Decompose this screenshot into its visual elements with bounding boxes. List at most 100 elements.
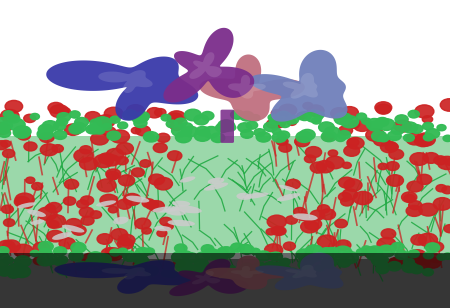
Circle shape: [386, 162, 399, 171]
Circle shape: [167, 151, 182, 161]
Circle shape: [286, 115, 299, 124]
Circle shape: [216, 124, 227, 132]
Circle shape: [132, 113, 146, 123]
Circle shape: [15, 256, 31, 267]
Ellipse shape: [27, 210, 46, 217]
Circle shape: [305, 245, 323, 257]
Circle shape: [279, 104, 297, 116]
Circle shape: [117, 156, 128, 165]
Circle shape: [409, 250, 427, 262]
Circle shape: [184, 109, 202, 121]
Circle shape: [40, 132, 54, 143]
Circle shape: [307, 105, 324, 116]
Circle shape: [366, 128, 385, 141]
Circle shape: [419, 257, 431, 264]
Circle shape: [417, 174, 432, 184]
Circle shape: [433, 198, 450, 210]
Circle shape: [306, 147, 322, 158]
Circle shape: [38, 128, 52, 138]
Circle shape: [94, 154, 113, 168]
Circle shape: [110, 130, 130, 143]
Ellipse shape: [96, 201, 116, 206]
Circle shape: [131, 168, 144, 177]
Circle shape: [271, 110, 282, 117]
Circle shape: [57, 113, 70, 122]
Circle shape: [5, 100, 23, 112]
Circle shape: [157, 133, 170, 142]
Circle shape: [183, 126, 198, 136]
Circle shape: [24, 142, 37, 151]
Circle shape: [106, 169, 121, 179]
Circle shape: [256, 251, 271, 261]
Circle shape: [91, 133, 108, 145]
Ellipse shape: [17, 202, 36, 208]
Circle shape: [402, 122, 418, 133]
Polygon shape: [54, 260, 193, 294]
Circle shape: [107, 131, 121, 140]
Circle shape: [24, 114, 36, 123]
Circle shape: [426, 243, 440, 253]
Circle shape: [395, 250, 408, 259]
Circle shape: [356, 113, 367, 120]
Circle shape: [203, 249, 220, 260]
Circle shape: [388, 258, 404, 269]
Circle shape: [376, 104, 391, 114]
Circle shape: [276, 137, 288, 145]
Circle shape: [347, 138, 359, 146]
Circle shape: [176, 261, 192, 272]
Circle shape: [298, 260, 311, 269]
Polygon shape: [285, 265, 317, 278]
Circle shape: [75, 117, 88, 127]
Circle shape: [238, 123, 252, 132]
Circle shape: [66, 219, 81, 229]
Circle shape: [416, 133, 435, 146]
Circle shape: [104, 155, 120, 166]
Circle shape: [372, 255, 387, 266]
Circle shape: [26, 177, 35, 183]
Circle shape: [374, 135, 390, 146]
Circle shape: [145, 201, 158, 209]
Circle shape: [268, 253, 277, 259]
Circle shape: [321, 257, 337, 268]
Circle shape: [37, 128, 53, 140]
Circle shape: [341, 197, 353, 206]
Circle shape: [135, 218, 151, 229]
Circle shape: [338, 192, 351, 201]
Circle shape: [54, 247, 67, 256]
Circle shape: [310, 162, 326, 173]
Circle shape: [347, 137, 364, 149]
Circle shape: [157, 230, 167, 237]
Circle shape: [436, 184, 446, 192]
Circle shape: [407, 181, 423, 192]
Circle shape: [0, 123, 10, 135]
Circle shape: [54, 122, 66, 130]
Circle shape: [3, 149, 15, 158]
Circle shape: [377, 237, 396, 250]
Circle shape: [8, 270, 20, 278]
Circle shape: [47, 230, 64, 242]
Polygon shape: [163, 28, 254, 103]
Circle shape: [318, 205, 330, 213]
Circle shape: [429, 242, 444, 252]
Circle shape: [408, 253, 426, 265]
Circle shape: [408, 110, 419, 118]
Circle shape: [184, 265, 202, 277]
Circle shape: [166, 270, 177, 278]
Circle shape: [102, 124, 112, 130]
Circle shape: [353, 120, 371, 132]
Circle shape: [251, 115, 260, 121]
Circle shape: [94, 254, 105, 261]
Circle shape: [326, 156, 344, 169]
Circle shape: [368, 121, 382, 131]
Circle shape: [342, 162, 351, 168]
Circle shape: [338, 126, 353, 135]
Circle shape: [272, 265, 281, 271]
Circle shape: [79, 207, 94, 217]
Polygon shape: [255, 253, 343, 290]
Circle shape: [117, 199, 132, 209]
Circle shape: [171, 125, 188, 136]
Circle shape: [286, 179, 300, 189]
Ellipse shape: [243, 192, 269, 199]
Circle shape: [362, 246, 371, 252]
Ellipse shape: [113, 217, 128, 225]
